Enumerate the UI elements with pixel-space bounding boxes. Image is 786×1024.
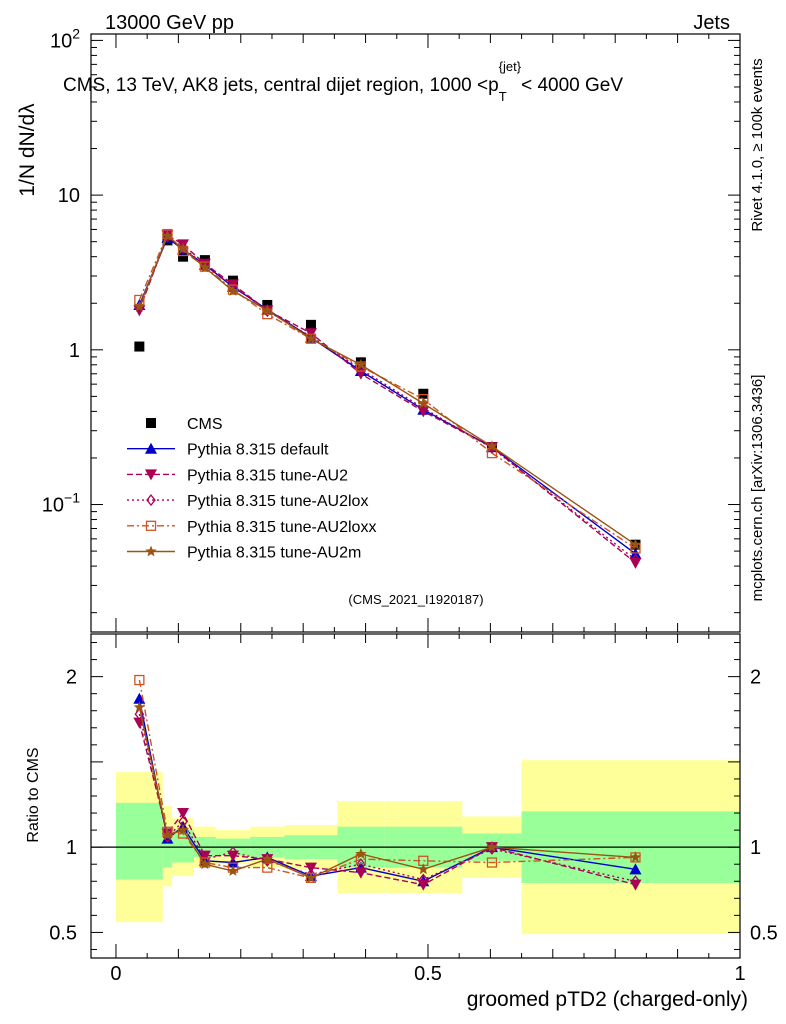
ratio-point-au2m: [177, 824, 189, 835]
ratio-point-au2m: [305, 871, 317, 883]
data-point-au2lox: [630, 553, 641, 566]
ylabel-main: 1/N dN/dλ: [16, 103, 39, 197]
ratio-point-au2m: [261, 853, 273, 864]
series-line-au2lox: [138, 235, 636, 561]
data-point-cms: [418, 388, 429, 399]
ratio-point-au2loxx: [134, 674, 145, 686]
ratio-point-au2m: [486, 841, 498, 852]
data-point-cms: [178, 251, 189, 262]
header-right: Jets: [693, 12, 730, 34]
plot-title-main: CMS, 13 TeV, AK8 jets, central dijet reg…: [63, 75, 499, 96]
ylabel-ratio: Ratio to CMS: [25, 747, 42, 842]
rivet-version: Rivet 4.1.0, ≥ 100k events: [749, 58, 766, 231]
data-point-au2m: [177, 242, 189, 254]
legend-marker-au2: [145, 469, 157, 481]
x-tick-label: 0.5: [414, 963, 442, 985]
data-point-au2m: [161, 229, 174, 241]
ratio-point-au2lox: [630, 875, 641, 888]
ratio-band-inner: [172, 830, 194, 863]
ratio-point-au2lox: [134, 708, 145, 721]
legend-marker-cms: [146, 418, 156, 428]
ratio-point-au2: [177, 808, 190, 820]
legend-label-au2: Pythia 8.315 tune-AU2: [187, 467, 348, 484]
ratio-point-au2loxx: [262, 862, 273, 873]
ratio-point-au2lox: [228, 846, 238, 859]
ratio-y-tick-label: 2: [66, 667, 77, 689]
ratio-y-tick-label-right: 1: [750, 837, 761, 859]
plot-title: CMS, 13 TeV, AK8 jets, central dijet reg…: [63, 59, 623, 104]
plot-title-tail: < 4000 GeV: [521, 75, 623, 96]
legend-label-au2m: Pythia 8.315 tune-AU2m: [187, 545, 361, 562]
legend-marker-au2lox: [146, 494, 156, 507]
legend-marker-au2loxx: [145, 520, 157, 531]
y-tick-label: 10: [58, 185, 80, 207]
ratio-point-au2lox: [356, 858, 366, 871]
y-tick-label: 10−1: [42, 490, 80, 517]
header-left: 13000 GeV pp: [105, 12, 234, 34]
data-point-au2m: [133, 300, 146, 312]
legend-label-au2lox: Pythia 8.315 tune-AU2lox: [187, 493, 368, 510]
x-tick-label: 0: [110, 963, 121, 985]
ratio-point-au2lox: [418, 873, 429, 886]
ratio-point-default: [629, 863, 642, 875]
plot-title-sup: {jet}: [499, 59, 522, 74]
ratio-point-au2loxx: [486, 857, 498, 868]
ratio-y-tick-label: 1: [66, 837, 77, 859]
data-point-au2m: [417, 397, 429, 409]
ratio-point-au2m: [199, 858, 211, 870]
ratio-line-au2: [138, 722, 636, 886]
data-point-au2m: [629, 538, 642, 550]
ratio-point-au2m: [629, 851, 642, 863]
ratio-point-au2: [198, 850, 211, 862]
ratio-point-au2m: [227, 865, 239, 876]
xlabel: groomed pTD2 (charged-only): [467, 988, 748, 1011]
analysis-watermark: (CMS_2021_I1920187): [348, 592, 483, 607]
legend-label-au2loxx: Pythia 8.315 tune-AU2loxx: [187, 519, 376, 536]
mcplots-credit: mcplots.cern.ch [arXiv:1306.3436]: [749, 375, 766, 602]
series-line-au2: [138, 234, 636, 564]
data-point-cms: [305, 319, 316, 330]
data-point-au2m: [199, 261, 211, 273]
ratio-point-default: [133, 692, 146, 704]
data-point-au2lox: [178, 241, 188, 254]
ratio-y-tick-label-right: 2: [750, 667, 761, 689]
ratio-point-au2m: [417, 863, 429, 875]
data-point-au2m: [261, 304, 273, 316]
ratio-band-inner: [115, 802, 163, 880]
main-panel-frame: [90, 33, 741, 633]
ratio-point-au2m: [161, 829, 174, 841]
ratio-y-tick-label: 0.5: [49, 922, 77, 944]
legend-label-cms: CMS: [187, 416, 223, 433]
ratio-point-au2: [354, 867, 367, 879]
data-point-au2m: [305, 332, 317, 344]
x-tick-label: 1: [734, 963, 745, 985]
ratio-point-au2m: [133, 701, 146, 713]
legend-label-default: Pythia 8.315 default: [187, 442, 329, 459]
ratio-point-default: [226, 856, 239, 868]
ratio-point-au2m: [355, 848, 367, 859]
ratio-y-tick-label-right: 0.5: [750, 922, 778, 944]
plot-title-sub: T: [499, 89, 507, 104]
legend-marker-au2m: [145, 545, 157, 557]
y-tick-label: 1: [69, 340, 80, 362]
y-tick-label: 102: [50, 25, 80, 52]
data-point-au2m: [227, 285, 239, 296]
data-point-cms: [134, 341, 145, 352]
legend-marker-default: [145, 442, 157, 454]
data-point-au2m: [355, 358, 367, 370]
data-point-au2m: [486, 440, 498, 452]
ratio-point-au2: [304, 862, 317, 874]
